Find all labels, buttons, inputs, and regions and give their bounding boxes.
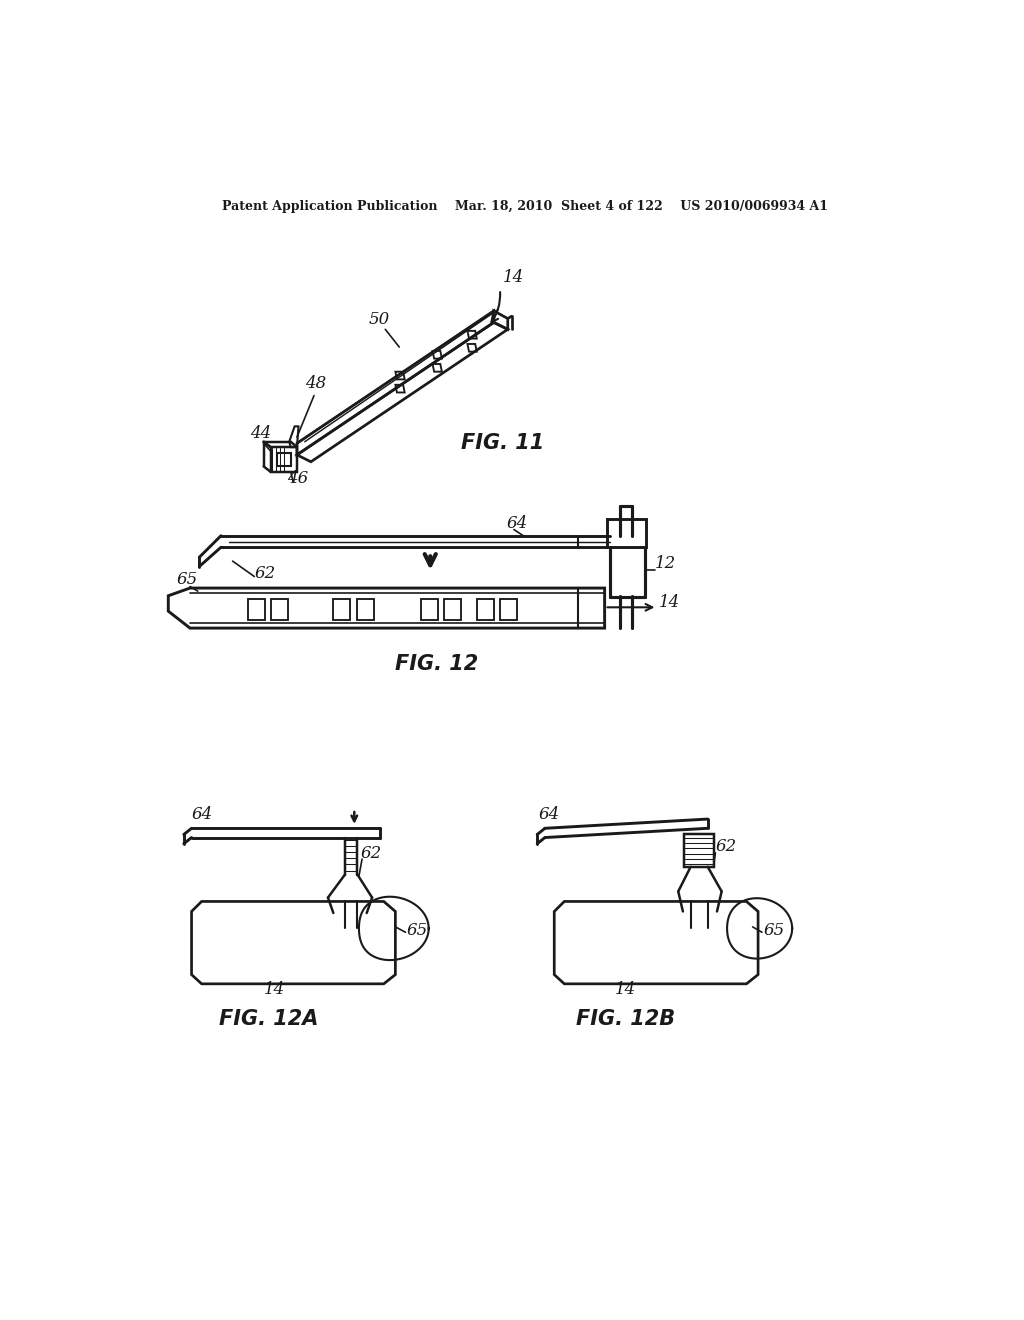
Bar: [334, 599, 350, 620]
Bar: [444, 599, 461, 620]
Text: 14: 14: [263, 981, 285, 998]
Text: 46: 46: [287, 470, 308, 487]
Text: 50: 50: [369, 312, 389, 327]
Text: 14: 14: [614, 981, 636, 998]
Text: 64: 64: [191, 807, 213, 824]
Text: FIG. 11: FIG. 11: [461, 433, 545, 454]
Bar: [421, 599, 438, 620]
Text: FIG. 12B: FIG. 12B: [575, 1008, 675, 1028]
Text: 65: 65: [407, 921, 428, 939]
Text: 14: 14: [503, 268, 524, 285]
Text: FIG. 12A: FIG. 12A: [219, 1008, 318, 1028]
Text: 14: 14: [658, 594, 680, 611]
Text: Patent Application Publication    Mar. 18, 2010  Sheet 4 of 122    US 2010/00699: Patent Application Publication Mar. 18, …: [222, 199, 827, 213]
Text: 62: 62: [716, 838, 736, 855]
Text: 12: 12: [655, 554, 676, 572]
Bar: [356, 599, 374, 620]
Text: 64: 64: [506, 515, 527, 532]
Text: FIG. 12: FIG. 12: [395, 655, 478, 675]
Text: 48: 48: [305, 375, 326, 392]
Bar: [271, 599, 289, 620]
Bar: [248, 599, 265, 620]
Text: 65: 65: [764, 921, 784, 939]
Text: 65: 65: [176, 572, 198, 589]
Text: 44: 44: [250, 425, 271, 442]
Text: 64: 64: [539, 807, 560, 824]
Bar: [477, 599, 494, 620]
Text: 62: 62: [254, 565, 275, 582]
Bar: [500, 599, 517, 620]
Text: 62: 62: [360, 845, 382, 862]
